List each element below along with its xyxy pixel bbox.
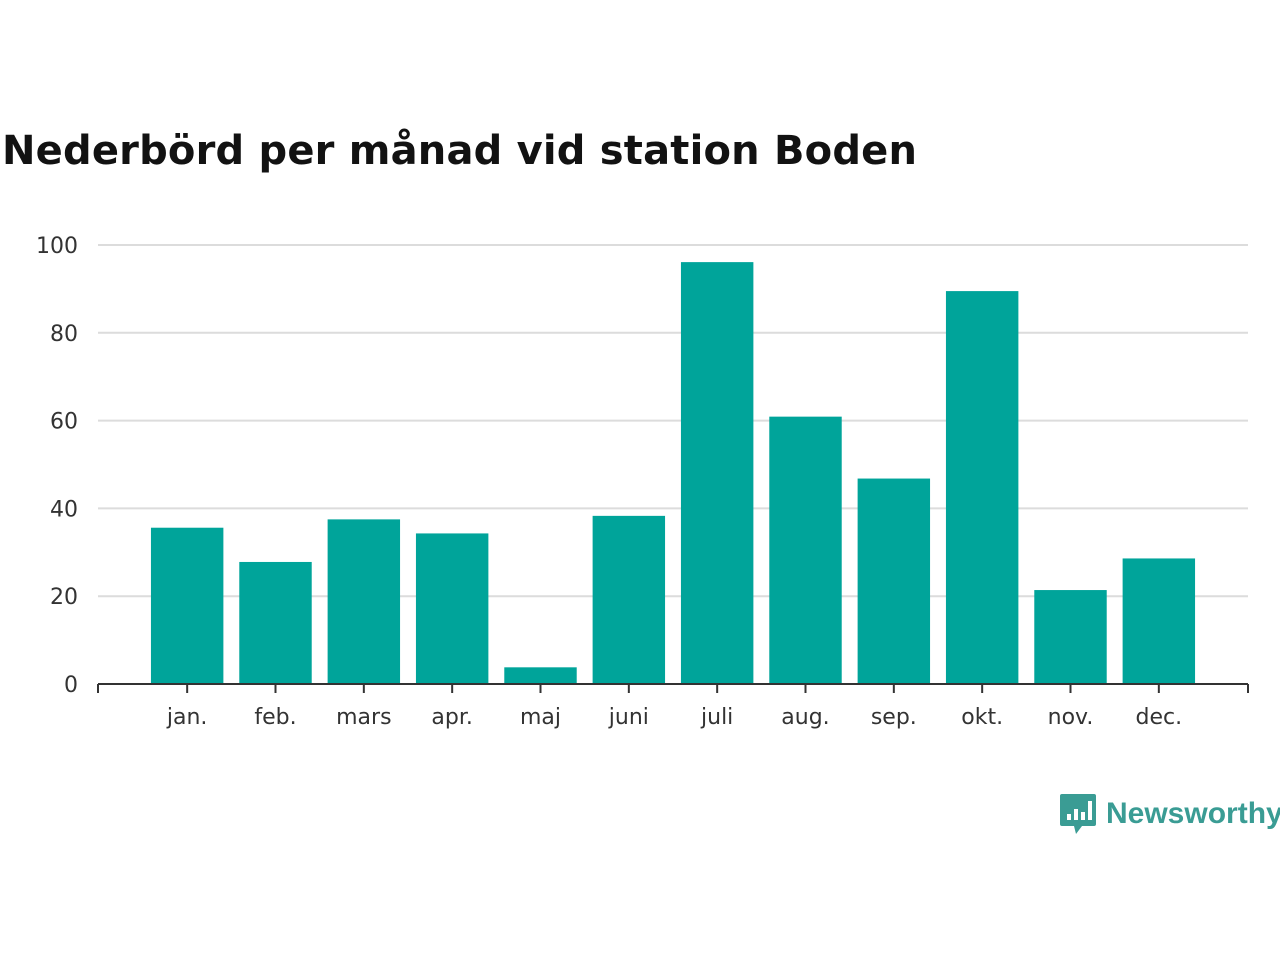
y-tick-label: 0 [64,673,78,698]
bar-juli [680,262,754,684]
bar-aug [769,416,842,684]
bar-nov [1034,590,1107,684]
x-tick-label: juli [700,705,733,730]
gridlines [98,244,1248,598]
bar-sep [857,478,931,684]
x-tick-label: mars [336,705,391,730]
x-tick-label: feb. [254,705,296,730]
y-tick-label: 80 [50,322,78,347]
x-tick-label: okt. [961,705,1003,730]
x-tick-label: juni [608,705,649,730]
x-axis-tick-labels: jan. feb. mars apr. maj juni juli aug. sep. okt. n… [166,705,1182,730]
x-tick-label: nov. [1048,705,1094,730]
newsworthy-logo-icon [1060,794,1096,834]
bar-maj [504,667,577,684]
bar-jan [150,527,224,684]
y-tick-label: 20 [50,585,78,610]
x-axis [97,683,1249,693]
newsworthy-brand: Newsworthy [1058,790,1280,838]
x-tick-label: maj [520,705,561,730]
bar-okt [945,291,1019,684]
y-tick-label: 60 [50,410,78,435]
y-tick-label: 100 [36,234,78,259]
y-tick-label: 40 [50,497,78,522]
x-tick-label: dec. [1136,705,1183,730]
x-tick-label: aug. [781,705,829,730]
y-axis-tick-labels: 0 20 40 60 80 100 [36,234,78,698]
chart-title: Nederbörd per månad vid station Boden [2,128,918,174]
bar-feb [239,561,312,684]
bar-apr [415,533,489,684]
bar-dec [1122,558,1196,684]
bar-mars [327,519,401,684]
bars [150,262,1196,684]
brand-name: Newsworthy [1106,797,1280,830]
bar-juni [592,515,666,684]
x-tick-label: sep. [871,705,917,730]
x-tick-label: jan. [166,705,208,730]
x-tick-label: apr. [431,705,472,730]
